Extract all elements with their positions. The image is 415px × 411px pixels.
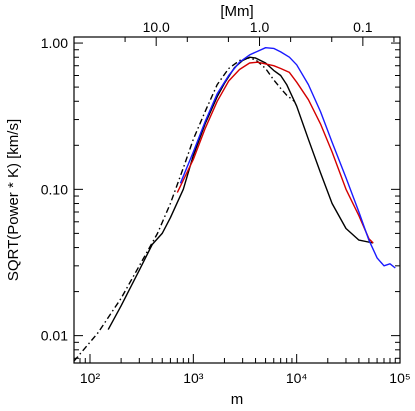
x-tick-label: 10⁴	[286, 370, 308, 386]
series-line-1	[73, 57, 295, 362]
y-axis-label: SQRT(Power * K) [km/s]	[5, 119, 22, 281]
top-tick-label: 1.0	[250, 19, 270, 35]
x-tick-label: 10²	[80, 370, 101, 386]
series-line-2	[107, 56, 374, 330]
top-tick-label: 0.1	[353, 19, 373, 35]
y-tick-label: 0.01	[41, 328, 68, 344]
series-line-4	[179, 47, 396, 269]
x-tick-label: 10³	[183, 370, 204, 386]
series-line-3	[176, 61, 374, 244]
top-tick-label: 10.0	[143, 19, 170, 35]
y-tick-label: 0.10	[41, 181, 68, 197]
y-tick-label: 1.00	[41, 35, 68, 51]
x-tick-label: 10⁵	[389, 370, 410, 386]
x-axis-label: m	[231, 391, 244, 408]
series-layer	[73, 47, 396, 362]
plot-frame	[73, 36, 401, 364]
top-axis-label: [Mm]	[220, 3, 253, 20]
axis-layer: 10² 10³ 10⁴ 10⁵ 0.01 0.10 1.00 10.0 1.0 0.1	[41, 19, 411, 386]
